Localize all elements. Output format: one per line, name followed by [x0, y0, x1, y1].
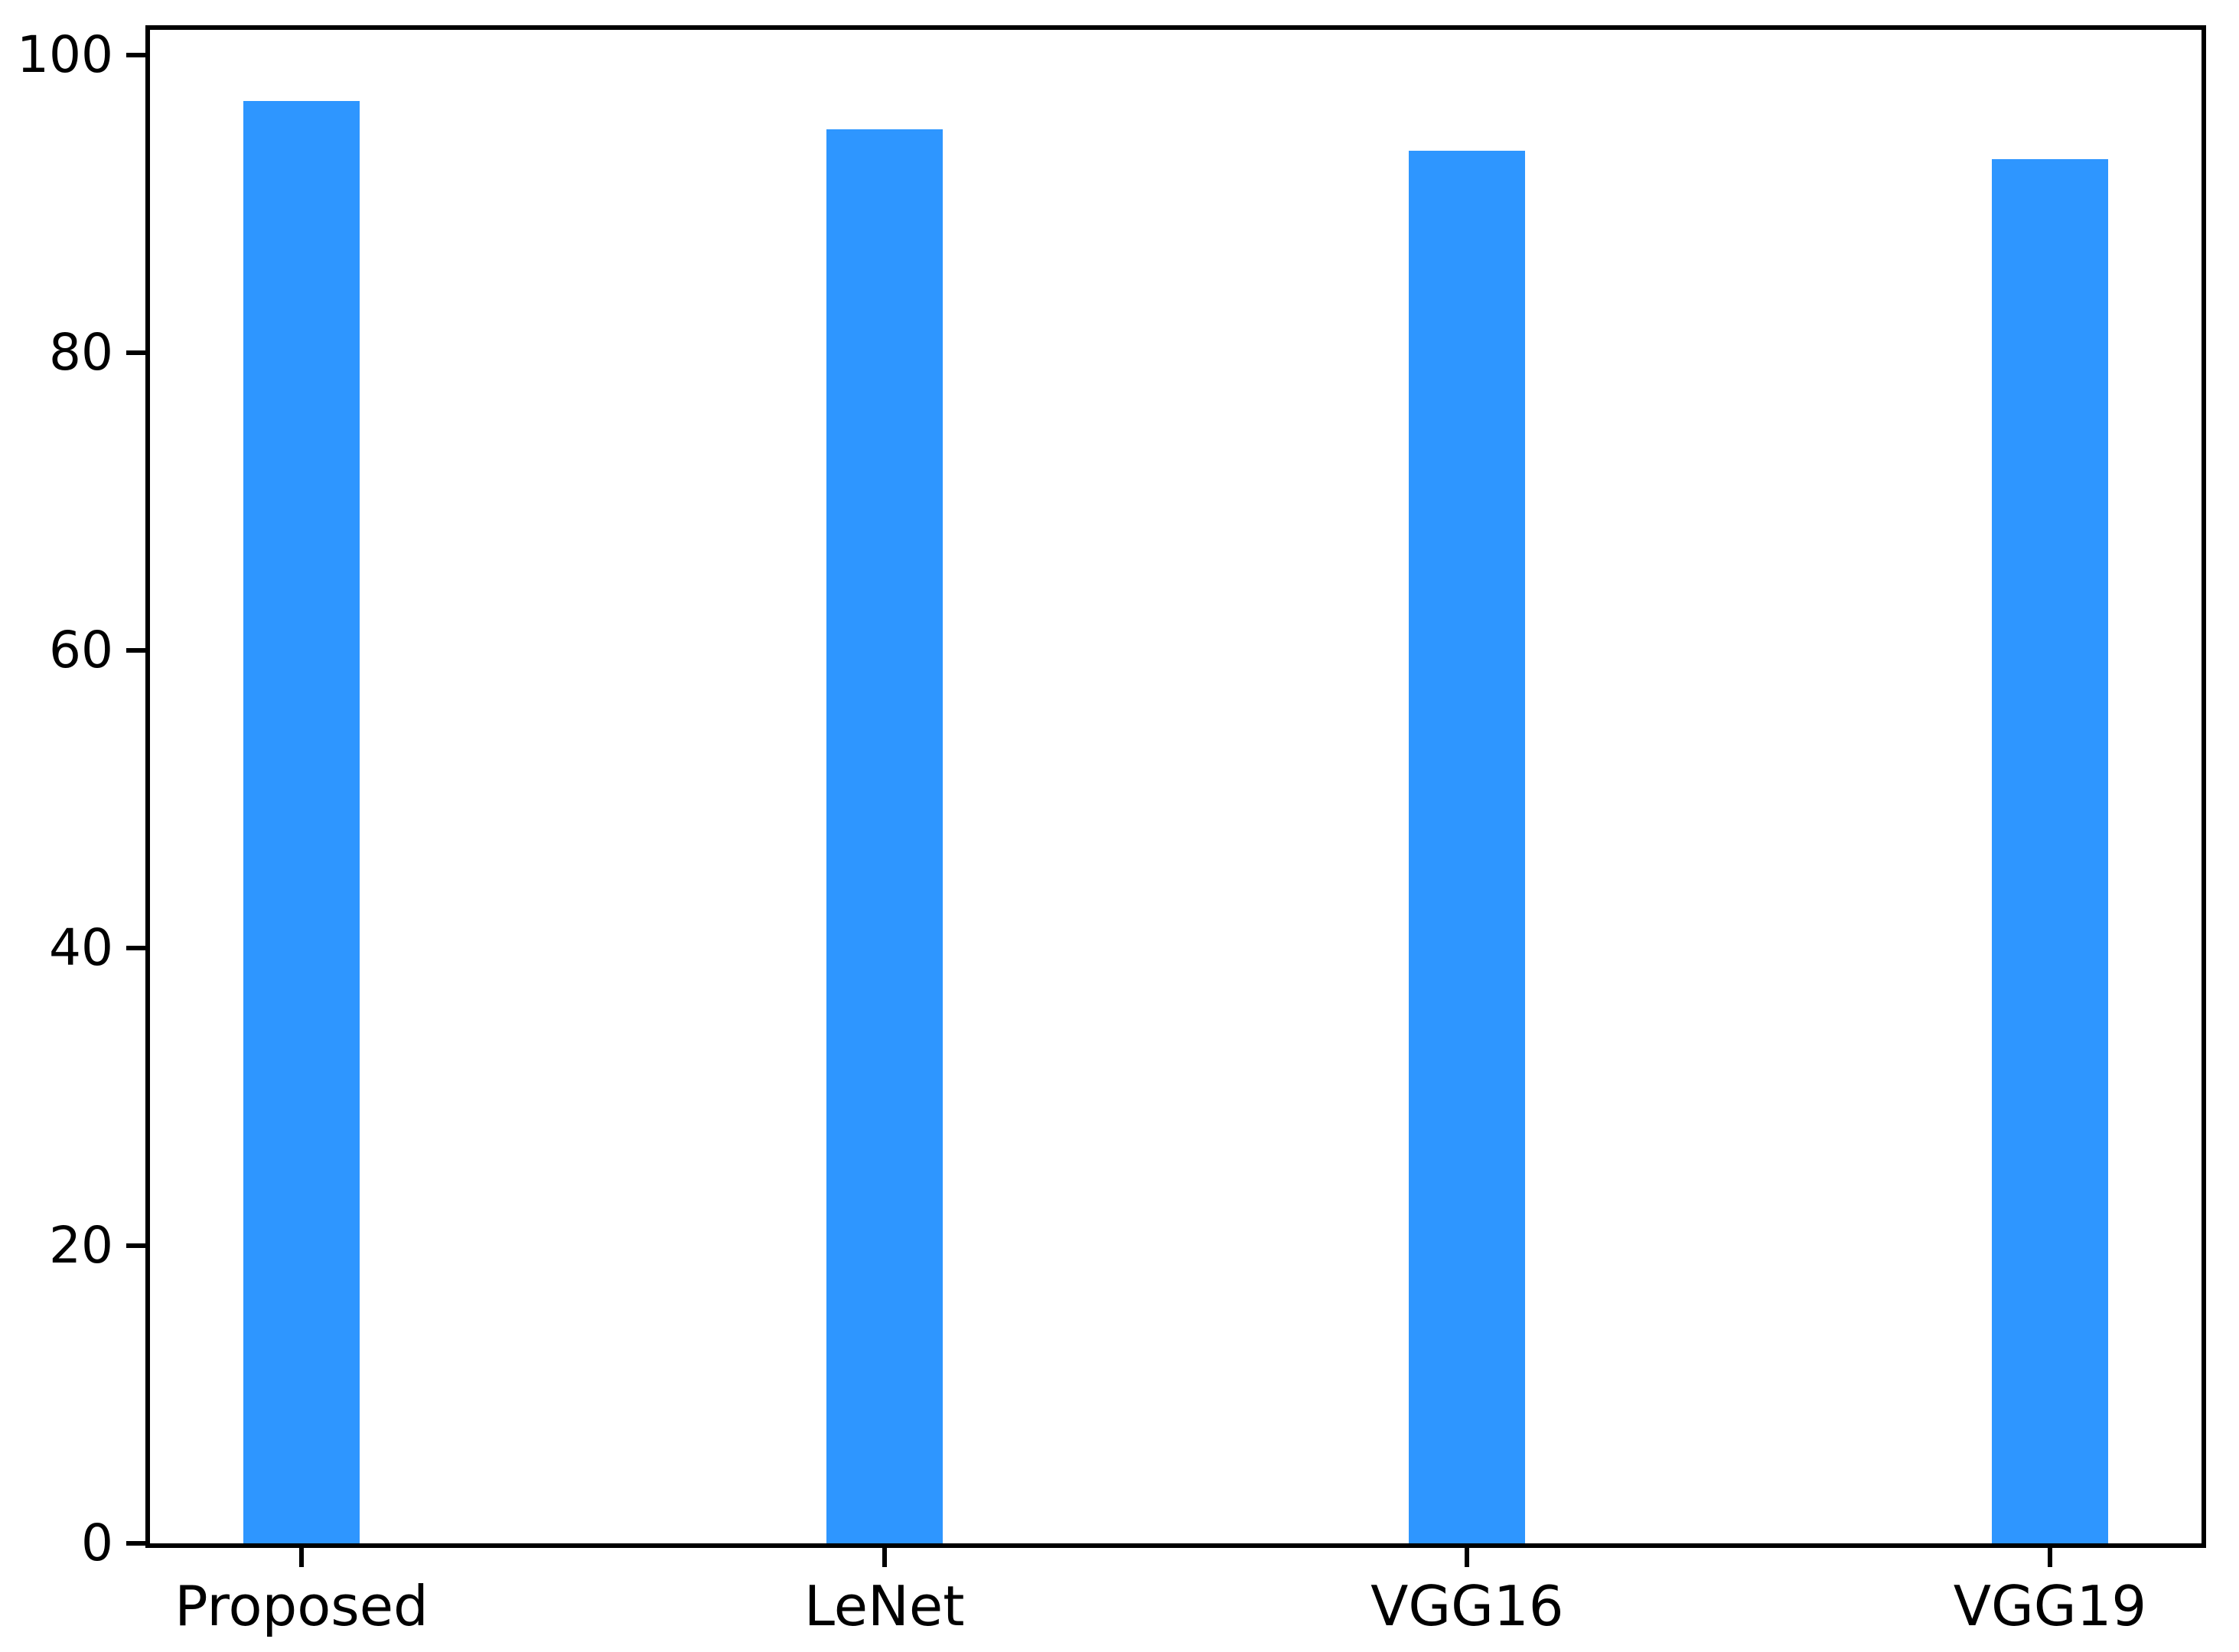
y-tick-label-40: 40 [49, 918, 113, 978]
y-tick-mark-20 [126, 1243, 145, 1248]
y-tick-mark-100 [126, 53, 145, 58]
y-tick-label-0: 0 [81, 1514, 113, 1572]
bar-lenet [826, 129, 943, 1543]
x-tick-mark-proposed [299, 1548, 305, 1567]
x-tick-mark-vgg19 [2047, 1548, 2052, 1567]
x-tick-label-vgg16: VGG16 [1370, 1574, 1564, 1638]
bar-proposed [243, 101, 360, 1543]
y-tick-mark-0 [126, 1541, 145, 1546]
plot-area: 0 20 40 60 80 100 Proposed LeNet VGG16 VGG19 [17, 25, 2206, 1634]
y-tick-label-100: 100 [17, 25, 113, 85]
bar-vgg16 [1409, 150, 1526, 1543]
x-tick-mark-vgg16 [1465, 1548, 1470, 1567]
x-tick-label-vgg19: VGG19 [1953, 1574, 2147, 1638]
y-tick-label-80: 80 [49, 323, 113, 383]
bar-vgg19 [1991, 159, 2109, 1543]
y-tick-label-60: 60 [49, 621, 113, 680]
y-tick-mark-40 [126, 946, 145, 951]
x-tick-label-lenet: LeNet [803, 1574, 965, 1638]
x-tick-label-proposed: Proposed [174, 1574, 429, 1638]
y-tick-mark-60 [126, 648, 145, 653]
y-tick-mark-80 [126, 350, 145, 356]
y-tick-label-20: 20 [49, 1216, 113, 1275]
x-tick-mark-lenet [882, 1548, 887, 1567]
